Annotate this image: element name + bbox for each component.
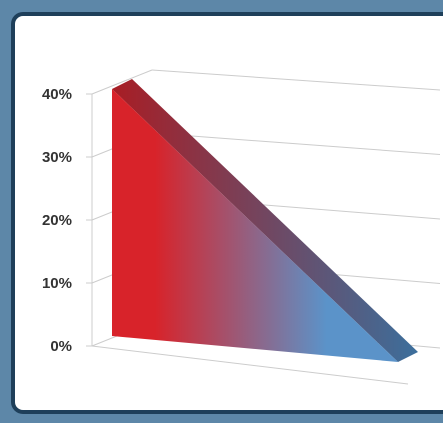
area-series xyxy=(112,79,418,362)
side-gridline xyxy=(91,69,153,95)
y-axis-tick-labels: 0% 10% 20% 30% 40% xyxy=(42,86,72,355)
y-tick-label: 20% xyxy=(42,212,72,229)
area-top-face xyxy=(112,79,418,362)
gridline xyxy=(151,132,441,155)
y-tick-label: 30% xyxy=(42,149,72,166)
floor-line xyxy=(91,345,409,385)
y-tick-label: 40% xyxy=(42,86,72,103)
y-tick-label: 0% xyxy=(50,338,72,355)
area-front-face xyxy=(112,89,398,362)
y-tick-label: 10% xyxy=(42,275,72,292)
gridline xyxy=(151,69,441,91)
